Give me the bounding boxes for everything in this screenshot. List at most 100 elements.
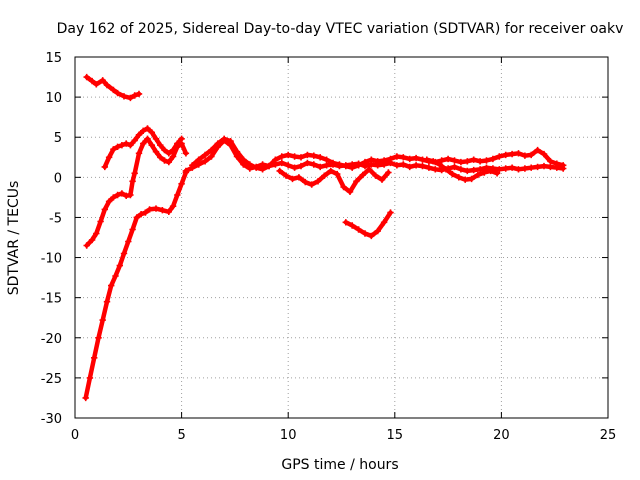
data-point-marker bbox=[137, 211, 145, 218]
series-track-b bbox=[83, 135, 190, 249]
data-point-marker bbox=[400, 154, 407, 161]
data-point-marker bbox=[380, 219, 388, 226]
data-point-marker bbox=[297, 154, 305, 161]
data-point-marker bbox=[123, 140, 130, 147]
data-point-marker bbox=[148, 129, 155, 136]
data-point-marker bbox=[114, 89, 121, 97]
y-tick-label: 10 bbox=[45, 91, 62, 106]
data-point-marker bbox=[314, 178, 322, 185]
data-point-marker bbox=[131, 137, 138, 144]
data-point-marker bbox=[169, 203, 177, 210]
data-point-marker bbox=[142, 209, 149, 216]
data-point-marker bbox=[464, 158, 471, 165]
data-point-marker bbox=[131, 170, 138, 177]
data-point-marker bbox=[374, 227, 381, 235]
data-point-marker bbox=[282, 172, 290, 179]
data-point-marker bbox=[340, 183, 347, 191]
data-point-marker bbox=[131, 92, 138, 99]
data-point-marker bbox=[152, 205, 160, 212]
data-point-marker bbox=[553, 160, 560, 167]
data-point-marker bbox=[481, 169, 488, 176]
data-point-marker bbox=[233, 148, 241, 155]
data-point-marker bbox=[355, 226, 362, 233]
data-point-marker bbox=[349, 222, 356, 229]
data-point-marker bbox=[321, 172, 328, 179]
data-point-marker bbox=[502, 151, 509, 159]
data-point-marker bbox=[291, 164, 298, 171]
data-point-marker bbox=[474, 171, 482, 179]
data-point-marker bbox=[468, 175, 475, 183]
data-point-marker bbox=[208, 153, 215, 160]
data-point-marker bbox=[88, 236, 96, 244]
data-point-marker bbox=[178, 180, 185, 187]
data-point-marker bbox=[127, 142, 134, 149]
data-point-marker bbox=[334, 170, 341, 178]
data-point-marker bbox=[423, 156, 430, 163]
data-point-marker bbox=[528, 151, 535, 159]
data-point-marker bbox=[547, 163, 554, 171]
data-point-marker bbox=[336, 161, 343, 168]
data-point-marker bbox=[515, 166, 522, 173]
y-tick-label: -25 bbox=[41, 372, 62, 387]
data-point-marker bbox=[534, 146, 541, 154]
data-point-marker bbox=[178, 135, 185, 142]
data-point-marker bbox=[227, 138, 234, 145]
series-track-d bbox=[101, 125, 185, 171]
x-tick-label: 25 bbox=[600, 428, 617, 443]
data-point-marker bbox=[103, 298, 111, 305]
data-point-marker bbox=[221, 135, 228, 142]
data-point-marker bbox=[393, 162, 401, 169]
y-tick-label: -15 bbox=[41, 292, 62, 307]
data-point-marker bbox=[103, 81, 111, 89]
data-point-marker bbox=[99, 77, 106, 84]
data-point-marker bbox=[93, 230, 100, 237]
data-point-marker bbox=[444, 155, 452, 163]
data-point-marker bbox=[272, 156, 279, 163]
data-point-marker bbox=[83, 73, 90, 81]
data-point-marker bbox=[457, 158, 465, 166]
data-point-marker bbox=[476, 158, 484, 165]
data-point-marker bbox=[140, 127, 147, 134]
data-point-marker bbox=[483, 157, 490, 164]
data-point-marker bbox=[83, 242, 90, 249]
data-point-marker bbox=[430, 158, 437, 165]
data-point-marker bbox=[133, 214, 140, 221]
data-point-marker bbox=[451, 157, 458, 164]
data-point-marker bbox=[464, 167, 471, 175]
data-point-marker bbox=[144, 125, 151, 132]
data-point-marker bbox=[114, 191, 121, 199]
data-point-marker bbox=[451, 163, 458, 171]
data-point-marker bbox=[380, 157, 388, 164]
data-point-marker bbox=[400, 161, 407, 168]
data-point-marker bbox=[125, 238, 132, 245]
data-point-marker bbox=[361, 230, 369, 237]
data-point-marker bbox=[540, 150, 548, 158]
data-point-marker bbox=[547, 158, 554, 165]
data-point-marker bbox=[438, 157, 445, 164]
data-point-marker bbox=[99, 316, 106, 324]
data-point-marker bbox=[105, 154, 113, 161]
data-point-marker bbox=[496, 166, 503, 173]
data-point-marker bbox=[304, 151, 311, 159]
data-point-marker bbox=[182, 167, 190, 175]
data-point-marker bbox=[127, 94, 134, 102]
data-point-marker bbox=[148, 142, 155, 149]
data-point-marker bbox=[146, 206, 153, 213]
data-point-marker bbox=[120, 93, 128, 100]
data-point-marker bbox=[86, 374, 94, 382]
data-point-marker bbox=[265, 162, 273, 170]
data-point-marker bbox=[214, 140, 221, 147]
data-point-marker bbox=[165, 208, 172, 215]
data-point-marker bbox=[93, 81, 100, 88]
data-point-marker bbox=[304, 159, 311, 167]
data-point-marker bbox=[157, 154, 164, 161]
data-point-marker bbox=[174, 191, 181, 199]
data-point-marker bbox=[127, 191, 134, 199]
data-point-marker bbox=[118, 142, 126, 149]
data-point-marker bbox=[174, 140, 181, 147]
data-point-marker bbox=[278, 159, 285, 167]
data-point-marker bbox=[487, 167, 494, 175]
data-point-marker bbox=[393, 153, 401, 160]
data-point-marker bbox=[385, 169, 392, 176]
